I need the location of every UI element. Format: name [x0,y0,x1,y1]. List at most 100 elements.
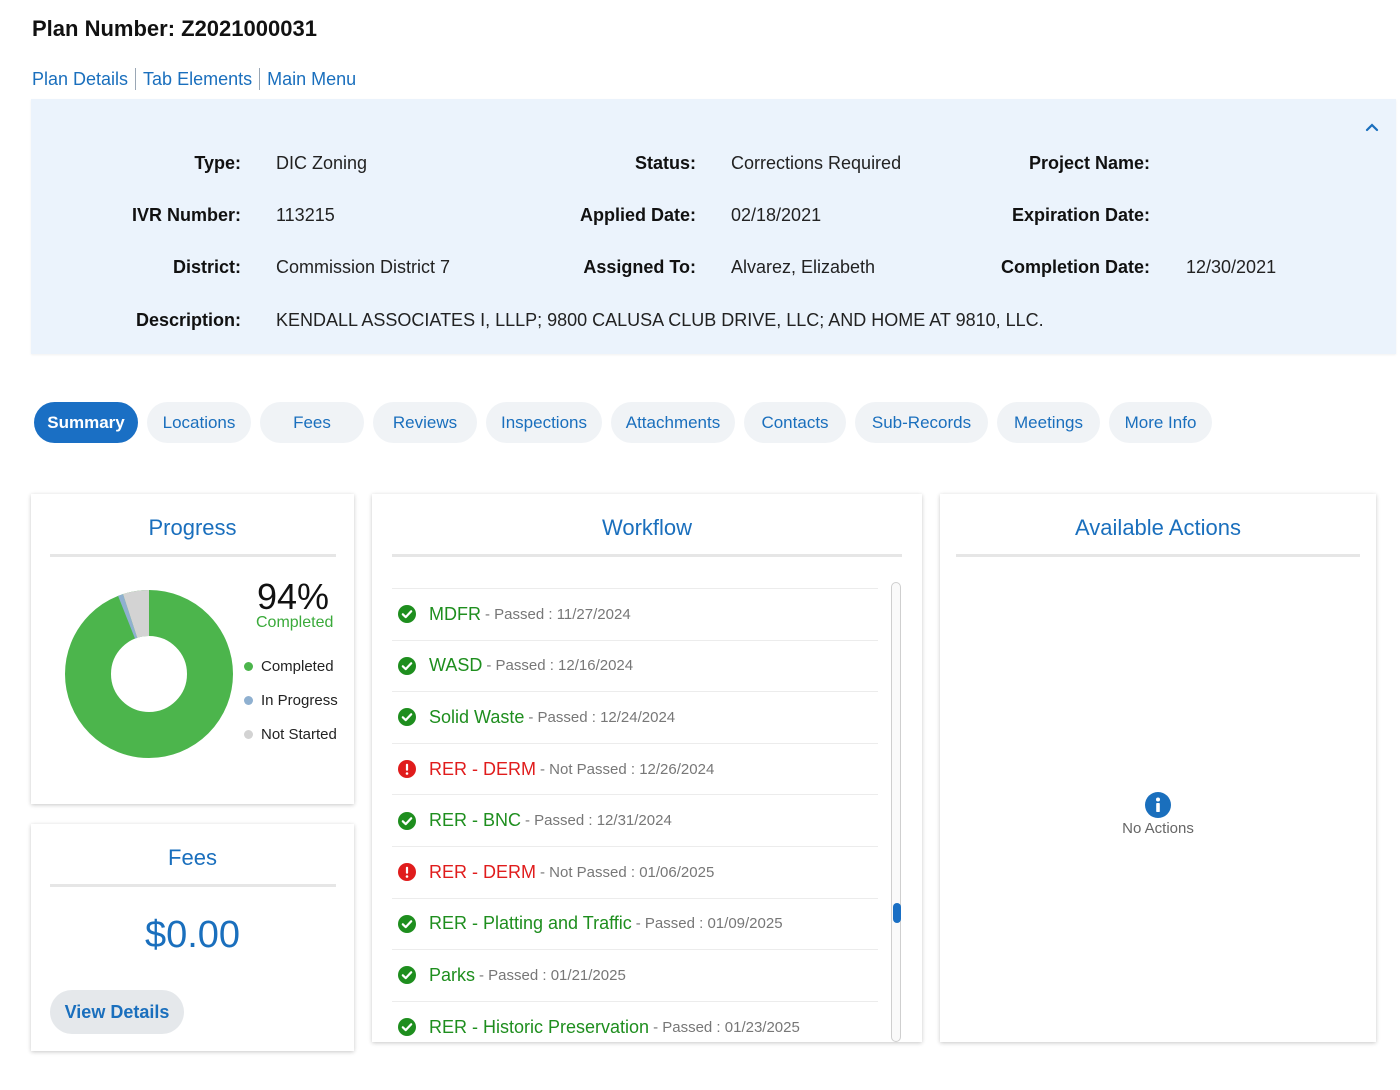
actions-title: Available Actions [1075,515,1241,540]
donut-not-started [65,590,233,758]
actions-card: Available Actions No Actions [940,494,1376,1042]
check-circle-icon [398,605,416,624]
workflow-item-status: - Not Passed : 01/06/2025 [540,863,715,881]
view-details-button[interactable]: View Details [50,990,184,1034]
workflow-item: Parks - Passed : 01/21/2025 [392,949,878,1001]
tab-bar: Summary Locations Fees Reviews Inspectio… [34,402,1221,443]
legend-completed: Completed [244,658,334,675]
fees-divider [50,884,336,887]
workflow-item-status: - Passed : 12/31/2024 [525,812,672,830]
exclamation-circle-icon [398,760,416,779]
ivr-number-label: IVR Number: [131,205,241,225]
check-circle-icon [398,656,416,675]
workflow-list: MDFR - Passed : 11/27/2024 WASD - Passed : … [392,588,878,1042]
workflow-item-status: - Passed : 12/24/2024 [528,708,676,726]
chevron-up-icon[interactable] [1364,119,1380,135]
workflow-item: RER - Historic Preservation - Passed : 01… [392,1000,878,1042]
donut-completed [65,590,233,758]
applied-date-value: 02/18/2021 [731,205,822,225]
no-actions-text: No Actions [1122,820,1194,837]
progress-title: Progress [148,515,237,540]
workflow-item-name: RER - Platting and Traffic [429,913,632,934]
progress-card: Progress 94% Completed Completed In Prog… [31,494,354,804]
exclamation-circle-icon [398,863,416,882]
donut-in-progress [65,590,233,758]
workflow-item: RER - BNC - Passed : 12/31/2024 [392,794,878,846]
assigned-to-label: Assigned To: [583,257,696,277]
tab-more-info[interactable]: More Info [1109,402,1212,443]
status-label: Status: [634,153,696,173]
progress-divider [50,554,336,557]
legend-dot-in-progress [244,696,253,705]
workflow-item: RER - DERM - Not Passed : 01/06/2025 [392,845,878,898]
workflow-item: MDFR - Passed : 11/27/2024 [392,588,878,640]
district-label: District: [172,257,241,277]
legend-dot-not-started [244,730,253,739]
workflow-item-status: - Passed : 01/23/2025 [653,1018,800,1036]
workflow-item: RER - DERM - Not Passed : 12/26/2024 [392,742,878,795]
check-circle-icon [398,914,416,933]
nav-divider [259,68,261,90]
tab-fees[interactable]: Fees [260,402,364,443]
tab-reviews[interactable]: Reviews [373,402,477,443]
fees-amount: $0.00 [144,914,241,956]
legend-label: Completed [261,658,334,675]
legend-in-progress: In Progress [244,692,338,709]
nav-divider [135,68,137,90]
workflow-title: Workflow [601,515,693,540]
tab-elements-link[interactable]: Tab Elements [143,68,253,89]
fees-card: Fees $0.00 View Details [31,824,354,1051]
actions-divider [956,554,1360,557]
fees-title: Fees [168,845,217,870]
status-value: Corrections Required [731,153,902,173]
tab-locations[interactable]: Locations [147,402,251,443]
description-label: Description: [135,310,241,330]
completion-date-label: Completion Date: [1000,257,1150,277]
check-circle-icon [398,966,416,985]
progress-completed-text: Completed [256,614,334,631]
plan-details-link[interactable]: Plan Details [32,68,129,89]
legend-not-started: Not Started [244,726,337,743]
workflow-item: Solid Waste - Passed : 12/24/2024 [392,691,878,743]
tab-meetings[interactable]: Meetings [997,402,1100,443]
description-value: KENDALL ASSOCIATES I, LLLP; 9800 CALUSA … [276,310,1044,330]
workflow-card: Workflow MDFR - Passed : 11/27/2024 WASD - … [372,494,922,1042]
workflow-item-name: Solid Waste [429,706,525,727]
tab-contacts[interactable]: Contacts [744,402,846,443]
workflow-item-name: RER - BNC [429,810,522,831]
workflow-divider [392,554,902,557]
workflow-item-status: - Passed : 01/09/2025 [635,915,783,933]
workflow-item: RER - Platting and Traffic - Passed : 01/… [392,897,878,950]
workflow-item-status: - Passed : 11/27/2024 [485,605,631,623]
expiration-date-label: Expiration Date: [1011,205,1150,225]
check-circle-icon [398,811,416,830]
legend-label: Not Started [261,726,337,743]
progress-donut-chart [65,590,233,758]
top-nav: Plan Details Tab Elements Main Menu [32,68,356,90]
district-value: Commission District 7 [276,257,451,277]
page-title: Plan Number: Z2021000031 [32,16,317,41]
tab-attachments[interactable]: Attachments [611,402,735,443]
legend-label: In Progress [261,692,338,709]
tab-summary[interactable]: Summary [34,402,138,443]
ivr-number-value: 113215 [276,205,335,225]
workflow-item-name: WASD [429,655,483,676]
main-menu-link[interactable]: Main Menu [267,68,357,89]
workflow-item-name: MDFR [429,603,481,624]
tab-sub-records[interactable]: Sub-Records [855,402,988,443]
workflow-item-status: - Passed : 01/21/2025 [479,966,626,984]
plan-details-panel: Type: DIC Zoning Status: Corrections Req… [31,99,1396,354]
completion-date-value: 12/30/2021 [1186,257,1277,277]
check-circle-icon [398,708,416,727]
workflow-item-name: RER - DERM [429,758,536,779]
applied-date-label: Applied Date: [579,205,696,225]
workflow-item-name: RER - DERM [429,861,536,882]
scrollbar-thumb[interactable] [893,903,901,923]
legend-dot-completed [244,662,253,671]
workflow-scrollbar[interactable] [891,582,901,1042]
type-label: Type: [194,153,241,173]
tab-inspections[interactable]: Inspections [486,402,602,443]
info-icon [1145,792,1171,818]
workflow-item-name: RER - Historic Preservation [429,1016,650,1037]
type-value: DIC Zoning [276,153,368,173]
